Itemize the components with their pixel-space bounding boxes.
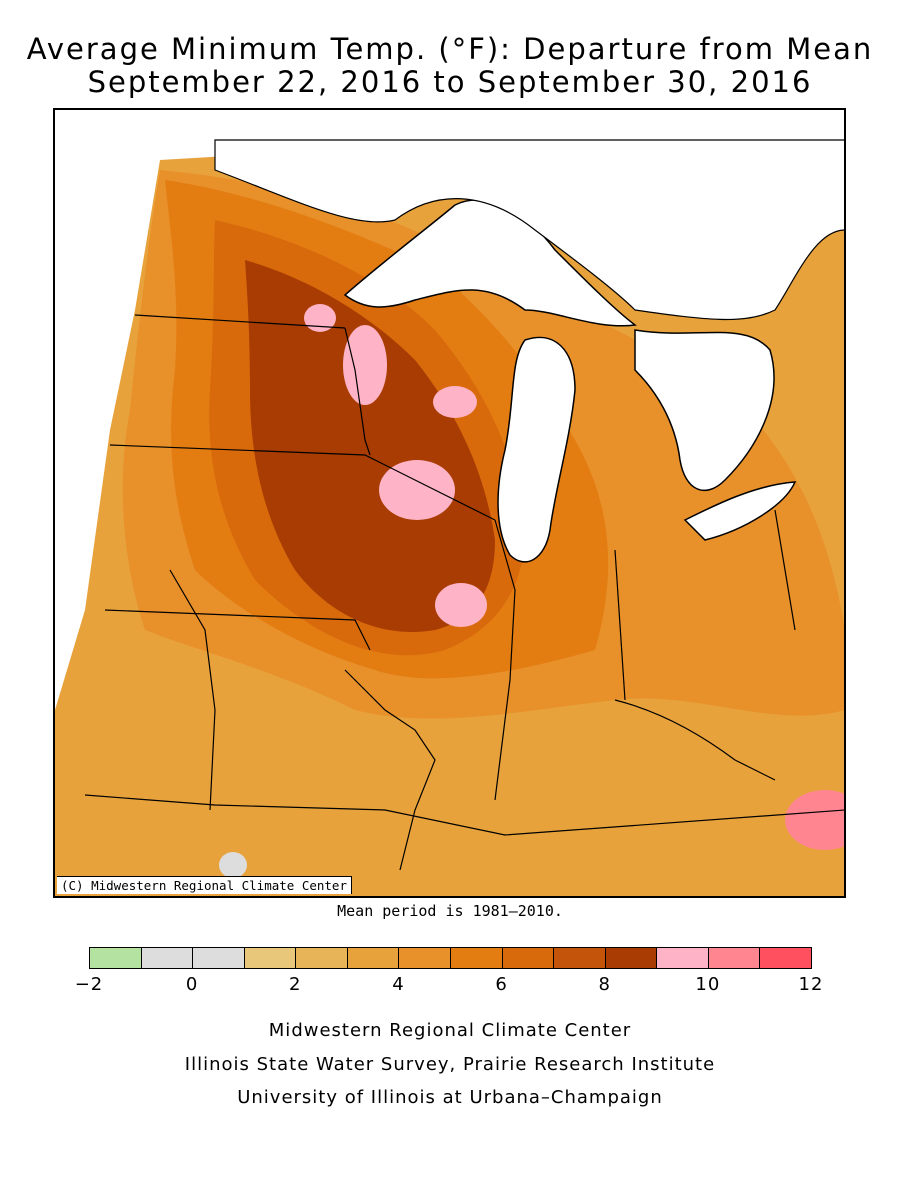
- legend-tick-label: 8: [598, 974, 611, 995]
- legend-swatch: [553, 947, 606, 969]
- warm-pocket: [304, 304, 336, 332]
- legend-swatch: [295, 947, 348, 969]
- map-frame: (C) Midwestern Regional Climate Center: [53, 108, 846, 898]
- legend-swatch: [140, 947, 194, 969]
- legend-tick-label: −2: [74, 974, 104, 995]
- legend-tick-label: 0: [185, 974, 199, 995]
- mean-period-note: Mean period is 1981–2010.: [337, 902, 563, 920]
- legend-swatch: [398, 947, 451, 969]
- legend-tick-label: 4: [392, 974, 405, 995]
- cool-spot: [219, 852, 247, 878]
- canada-land: [214, 139, 844, 321]
- lake-michigan: [497, 336, 576, 563]
- warm-pocket: [435, 583, 487, 627]
- legend-swatch: [89, 947, 142, 969]
- credit-line-2: Illinois State Water Survey, Prairie Res…: [184, 1054, 716, 1075]
- legend-swatch: [450, 947, 503, 969]
- legend-swatch: [192, 947, 245, 969]
- departure-map: [55, 139, 844, 896]
- band-8-9: [245, 260, 495, 632]
- warm-pocket: [379, 460, 455, 520]
- map-subtitle: September 22, 2016 to September 30, 2016: [87, 65, 813, 99]
- lake-erie: [683, 481, 797, 541]
- legend-tick-label: 6: [495, 974, 508, 995]
- warm-pocket: [433, 386, 477, 418]
- legend-swatch: [243, 947, 297, 969]
- legend-tick-label: 2: [289, 974, 302, 995]
- warm-pocket: [343, 325, 387, 405]
- credit-line-3: University of Illinois at Urbana–Champai…: [237, 1087, 663, 1108]
- lake-huron: [634, 329, 775, 491]
- legend-swatch: [707, 947, 761, 969]
- lake-superior: [343, 199, 637, 327]
- copyright-label: (C) Midwestern Regional Climate Center: [57, 876, 352, 894]
- warm-pocket-se: [785, 790, 844, 850]
- legend-swatch: [759, 947, 812, 969]
- map-title: Average Minimum Temp. (°F): Departure fr…: [26, 32, 874, 66]
- legend-swatch: [604, 947, 658, 969]
- legend-tick-label: 12: [798, 974, 824, 995]
- state-borders: [84, 314, 844, 871]
- legend-swatch: [346, 947, 400, 969]
- color-legend: [89, 947, 812, 969]
- legend-swatch: [656, 947, 709, 969]
- credit-line-1: Midwestern Regional Climate Center: [268, 1020, 632, 1041]
- legend-swatch: [501, 947, 555, 969]
- legend-tick-label: 10: [695, 974, 721, 995]
